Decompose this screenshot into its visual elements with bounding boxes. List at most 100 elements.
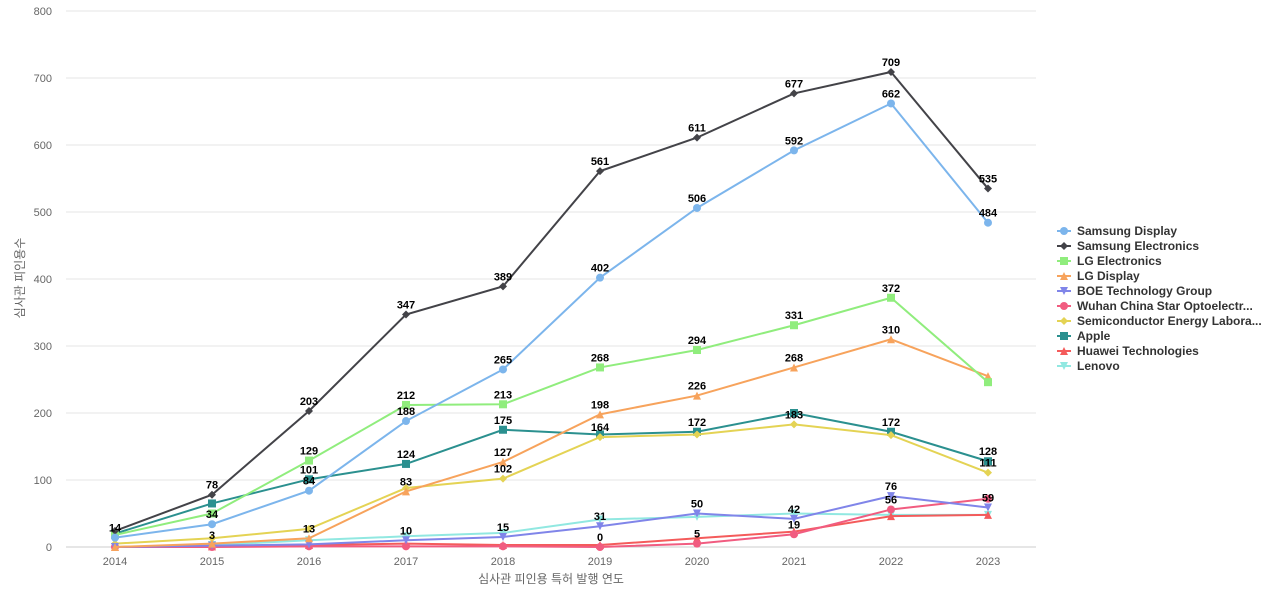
data-point[interactable] (984, 378, 992, 387)
data-point[interactable] (402, 310, 410, 319)
legend-symbol[interactable] (1060, 347, 1068, 355)
data-point[interactable] (402, 459, 410, 468)
data-point[interactable] (790, 146, 798, 155)
legend-item[interactable]: Wuhan China Star Optoelectr... (1057, 299, 1253, 313)
data-point[interactable] (984, 494, 992, 503)
data-label: 31 (594, 511, 606, 523)
data-point[interactable] (984, 510, 992, 519)
data-point[interactable] (596, 273, 604, 282)
data-label: 172 (688, 417, 706, 429)
data-point[interactable] (887, 512, 895, 521)
data-point[interactable] (499, 400, 507, 409)
data-point[interactable] (596, 363, 604, 372)
data-point[interactable] (111, 526, 119, 535)
data-point[interactable] (693, 391, 701, 400)
data-point[interactable] (596, 167, 604, 176)
legend-symbol[interactable] (1060, 257, 1068, 265)
data-point[interactable] (305, 534, 313, 543)
data-point[interactable] (208, 499, 216, 508)
legend-symbol[interactable] (1060, 272, 1068, 280)
data-point[interactable] (402, 542, 410, 551)
data-point[interactable] (887, 431, 895, 440)
legend-item[interactable]: Lenovo (1057, 359, 1120, 373)
data-point[interactable] (208, 520, 216, 529)
data-point[interactable] (499, 528, 507, 537)
legend-symbol[interactable] (1060, 287, 1068, 295)
legend-symbol[interactable] (1060, 302, 1068, 310)
legend-symbol[interactable] (1060, 242, 1068, 250)
data-point[interactable] (984, 184, 992, 193)
data-point[interactable] (596, 522, 604, 531)
data-point[interactable] (499, 365, 507, 374)
legend-symbol[interactable] (1060, 227, 1068, 235)
data-point[interactable] (208, 539, 216, 548)
data-point[interactable] (790, 509, 798, 518)
data-point[interactable] (984, 372, 992, 381)
data-point[interactable] (208, 534, 216, 543)
data-point[interactable] (305, 540, 313, 549)
data-point[interactable] (305, 475, 313, 484)
data-point[interactable] (499, 532, 507, 541)
data-point[interactable] (596, 543, 604, 551)
data-point[interactable] (984, 503, 992, 512)
data-point[interactable] (596, 515, 604, 524)
data-point[interactable] (596, 433, 604, 442)
data-point[interactable] (790, 409, 798, 417)
data-point[interactable] (305, 486, 313, 495)
data-point[interactable] (790, 514, 798, 523)
data-point[interactable] (305, 524, 313, 533)
data-point[interactable] (596, 410, 604, 419)
data-point[interactable] (402, 532, 410, 541)
legend-item[interactable]: BOE Technology Group (1057, 284, 1212, 298)
data-point[interactable] (984, 218, 992, 227)
data-point[interactable] (790, 420, 798, 429)
data-point[interactable] (208, 490, 216, 499)
data-point[interactable] (693, 203, 701, 212)
data-point[interactable] (402, 487, 410, 496)
data-point[interactable] (499, 457, 507, 466)
data-point[interactable] (887, 492, 895, 501)
legend-item[interactable]: LG Display (1057, 269, 1140, 283)
data-point[interactable] (402, 400, 410, 409)
data-point[interactable] (984, 457, 992, 466)
y-tick-label: 700 (34, 73, 52, 85)
data-point[interactable] (402, 536, 410, 545)
data-point[interactable] (790, 363, 798, 372)
data-point[interactable] (499, 425, 507, 434)
data-label: 592 (785, 135, 803, 147)
series-6 (111, 420, 992, 548)
data-point[interactable] (305, 406, 313, 415)
data-point[interactable] (499, 542, 507, 551)
legend-symbol[interactable] (1060, 332, 1068, 340)
data-point[interactable] (790, 321, 798, 330)
data-point[interactable] (693, 430, 701, 439)
data-point[interactable] (887, 67, 895, 76)
data-label: 127 (494, 447, 512, 459)
data-point[interactable] (887, 99, 895, 108)
data-point[interactable] (693, 346, 701, 355)
data-point[interactable] (790, 89, 798, 98)
data-point[interactable] (887, 293, 895, 302)
legend-item[interactable]: LG Electronics (1057, 254, 1162, 268)
legend-symbol[interactable] (1060, 362, 1068, 370)
legend-item[interactable]: Samsung Display (1057, 224, 1177, 238)
data-point[interactable] (305, 456, 313, 465)
data-point[interactable] (111, 543, 119, 551)
data-point[interactable] (499, 282, 507, 291)
legend-symbol[interactable] (1060, 317, 1068, 325)
legend-item[interactable]: Apple (1057, 329, 1111, 343)
legend-item[interactable]: Semiconductor Energy Labora... (1057, 314, 1262, 328)
data-point[interactable] (790, 530, 798, 539)
data-point[interactable] (887, 505, 895, 514)
legend-item[interactable]: Huawei Technologies (1057, 344, 1199, 358)
data-point[interactable] (693, 539, 701, 548)
data-point[interactable] (984, 468, 992, 477)
data-point[interactable] (693, 133, 701, 142)
data-point[interactable] (887, 335, 895, 344)
data-point[interactable] (499, 474, 507, 483)
legend-item[interactable]: Samsung Electronics (1057, 239, 1199, 253)
data-point[interactable] (693, 509, 701, 518)
data-point[interactable] (402, 417, 410, 426)
data-point[interactable] (208, 509, 216, 518)
data-point[interactable] (111, 533, 119, 542)
